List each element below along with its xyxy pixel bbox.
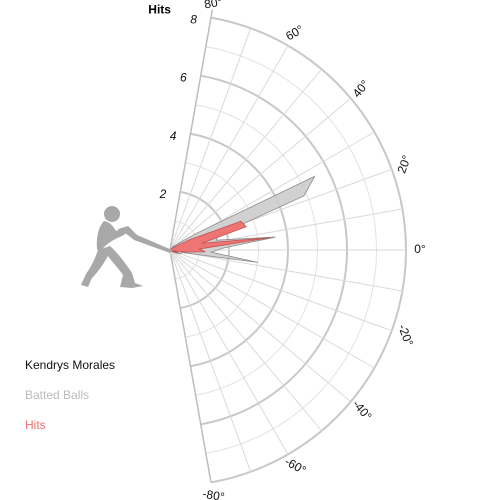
grid-spoke	[169, 249, 375, 369]
hits-area	[169, 220, 270, 253]
grid-spoke	[169, 249, 323, 432]
axis-edge-line	[169, 17, 212, 251]
grid-spoke	[169, 28, 252, 251]
polar-grid	[169, 9, 407, 484]
angle-tick-label: -20°	[395, 322, 416, 348]
angle-tick-label: 60°	[283, 22, 306, 43]
grid-spoke	[169, 68, 323, 251]
angle-tick-label: 20°	[394, 153, 413, 175]
angle-tick-label: -60°	[282, 454, 308, 477]
legend-player-name: Kendrys Morales	[25, 358, 116, 372]
legend-batted-balls: Batted Balls	[25, 388, 90, 402]
angle-tick-label: 0°	[414, 242, 426, 256]
radial-tick-label: 2	[159, 187, 167, 201]
grid-spoke	[169, 97, 352, 251]
grid-spoke	[169, 249, 352, 403]
grid-spoke	[169, 249, 289, 455]
radial-tick-label: 8	[190, 13, 197, 27]
grid-spoke	[169, 249, 403, 292]
axis-edge-line	[169, 249, 212, 483]
axis-edge-line	[210, 9, 214, 18]
series-layer	[169, 175, 316, 263]
grid-spoke	[169, 249, 392, 332]
grid-spoke	[169, 249, 252, 472]
radial-axis-title: Hits	[148, 3, 171, 17]
axis-labels: 2 4 6 8 Hits 80° 60° 40° 20° 0° -20° -40° -60° -80°	[148, 0, 426, 500]
grid-spoke	[169, 45, 289, 251]
angle-tick-label: -80°	[201, 487, 225, 500]
legend-hits: Hits	[25, 418, 46, 432]
batter-silhouette-icon	[81, 206, 172, 288]
radial-tick-label: 4	[170, 129, 177, 143]
angle-tick-label: 80°	[203, 0, 223, 11]
radial-tick-label: 6	[180, 71, 187, 85]
angle-tick-label: -40°	[350, 397, 375, 423]
angle-tick-label: 40°	[350, 77, 373, 100]
